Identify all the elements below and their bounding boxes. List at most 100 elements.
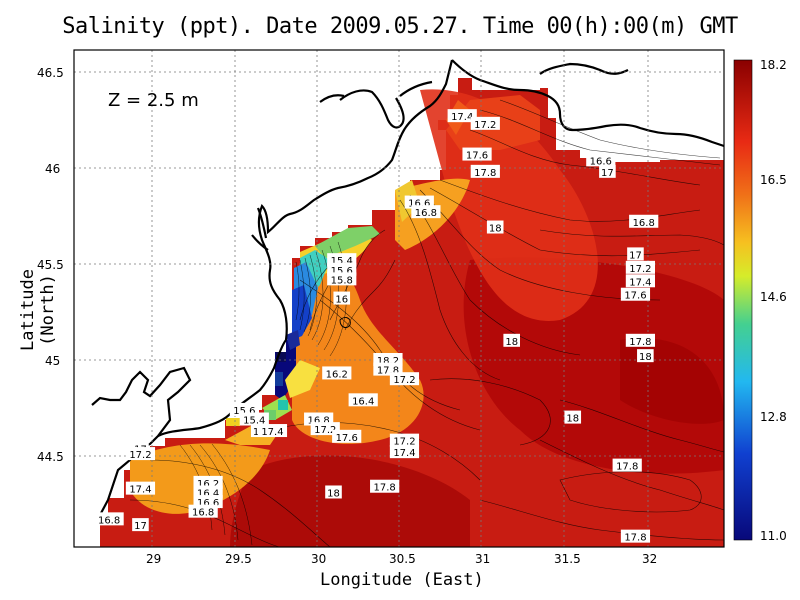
contour-label: 17.6 [332,429,362,444]
contour-label-text: 15.4 [243,416,265,427]
contour-label-box [627,247,644,261]
contour-label-box [564,410,582,424]
y-tick-46-5: 46.5 [37,66,64,80]
contour-label-box [629,214,659,228]
contour-label: 15.4 [239,412,269,427]
contour-label: 17.4 [125,481,156,496]
contour-label: 16.8 [188,504,218,519]
colorbar-tick-3: 14.6 [760,290,787,304]
colorbar-tick-min: 11.0 [760,529,787,543]
contour-label-box [470,164,500,178]
contour-label-text: 16.8 [98,515,120,526]
contour-label-box [332,429,362,443]
depth-label: Z = 2.5 m [108,90,199,111]
contour-label: 16.8 [629,214,659,229]
contour-label-box [625,333,655,347]
contour-label: 17.4 [625,274,655,288]
x-tick-30-5: 30.5 [389,552,416,566]
contour-label-box [94,512,124,526]
contour-label: 17.6 [620,287,651,302]
contour-label-box [389,433,420,447]
contour-label-box [620,287,651,301]
contour-label-text: 17.8 [629,337,651,348]
contour-label-text: 18 [489,224,502,235]
contour-label-box [586,153,616,167]
contour-label-text: 17.6 [336,433,358,444]
contour-label-text: 17.6 [624,291,646,302]
contour-label-text: 17.4 [451,112,473,123]
contour-label-text: 18.2 [377,356,399,367]
contour-label: 17.8 [470,164,500,179]
map-title: Salinity (ppt). Date 2009.05.27. Time 00… [62,14,738,39]
contour-label-box [637,349,654,363]
contour-label-text: 15.4 [331,256,353,267]
contour-label-box [625,260,655,274]
contour-label-box [411,205,441,219]
x-tick-29: 29 [146,552,162,566]
contour-label: 18 [503,333,520,348]
contour-label-text: 16.8 [415,208,437,219]
x-tick-29-5: 29.5 [225,552,252,566]
x-tick-31-5: 31.5 [554,552,581,566]
contour-label: 16.4 [348,393,378,407]
contour-label: 16.2 [322,366,352,380]
contour-label-box [327,272,357,286]
contour-label: 17.4 [447,109,477,123]
contour-label-text: 16.2 [197,479,219,490]
contour-label: 17.2 [125,447,156,461]
colorbar-tick-4: 12.8 [760,410,787,424]
contour-label-text: 17 [134,521,147,532]
contour-label: 16.8 [94,512,124,526]
contour-label-text: 17.2 [129,450,151,461]
contour-label-box [333,291,351,305]
contour-label-box [447,109,477,123]
colorbar [733,59,753,541]
y-tick-46: 46 [45,162,61,176]
contour-label: 16.8 [411,205,441,219]
contour-label-box [599,164,616,178]
contour-label: 17 [599,164,616,179]
contour-label: 18 [486,220,504,235]
x-tick-30: 30 [311,552,327,566]
contour-label: 17.8 [620,529,651,544]
contour-label-box [325,485,342,499]
contour-label-text: 17.8 [616,462,638,473]
contour-label-box [322,366,352,380]
contour-label-text: 16.8 [192,508,214,519]
contour-label: 15.8 [327,272,357,286]
contour-label-box [620,529,651,543]
contour-label-text: 18 [327,488,340,499]
contour-label: 16.6 [586,153,616,167]
contour-label-text: 15.6 [331,266,353,277]
contour-label-text: 16 [335,295,348,306]
contour-label-text: 17.2 [393,437,415,448]
contour-label-text: 17.2 [474,120,496,131]
contour-label: 17.2 [389,372,420,386]
contour-label-box [389,445,420,459]
contour-label: 17.8 [625,333,655,348]
contour-label-text: 17.2 [314,425,336,436]
contour-label-box [486,220,504,234]
contour-label-text: 17.4 [629,277,651,288]
contour-label-text: 18 [639,352,652,363]
contour-label-text: 17.2 [629,264,651,275]
contour-label-text: 17.4 [129,485,151,496]
contour-label-box [348,393,378,407]
y-tick-44-5: 44.5 [37,450,64,464]
contour-label: 16 [333,291,351,306]
contour-label: 17.2 [625,260,655,275]
contour-label-text: 17.8 [624,533,646,544]
contour-label-box [462,147,492,161]
contour-label-box [370,479,400,493]
contour-label-text: 17.4 [393,448,415,459]
contour-label-text: 16.8 [308,416,330,427]
colorbar-tick-2: 16.5 [760,173,787,187]
y-tick-45-5: 45.5 [37,258,64,272]
contour-label-box [503,333,520,347]
contour-label-text: 17.8 [474,168,496,179]
contour-label-box [239,412,269,426]
contour-label-box [612,458,642,472]
y-axis-label: Latitude (North) [18,269,58,351]
contour-label-text: 15.6 [233,406,255,417]
